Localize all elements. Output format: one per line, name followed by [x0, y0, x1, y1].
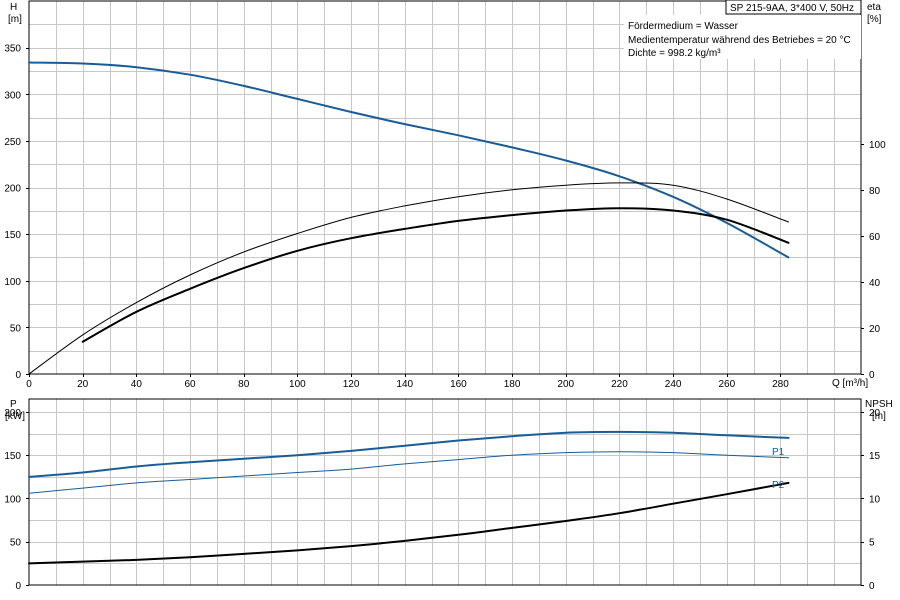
x-tick-label: 20: [77, 379, 89, 390]
top-left-tick-label: 250: [4, 137, 21, 148]
series-label-p2: P2: [772, 480, 785, 491]
bottom-left-tick-label: 0: [15, 581, 21, 592]
x-tick-label: 160: [450, 379, 467, 390]
top-right-axis-label: eta: [867, 2, 881, 13]
top-curve-eta_thin: [28, 182, 789, 375]
top-right-tick-label: 100: [869, 140, 886, 151]
bottom-curve-npsh: [28, 481, 790, 565]
x-tick-label: 80: [238, 379, 250, 390]
x-tick-label: 280: [772, 379, 789, 390]
x-tick-label: 140: [396, 379, 413, 390]
top-left-tick-label: 300: [4, 90, 21, 101]
bottom-left-tick-label: 50: [10, 538, 22, 549]
bottom-right-tick-label: 0: [869, 581, 875, 592]
bottom-right-axis-unit: [m]: [872, 411, 886, 422]
tick-labels: 0501001502002503003500204060801000501001…: [4, 44, 886, 592]
x-tick-label: 40: [131, 379, 143, 390]
chart-title: SP 215-9AA, 3*400 V, 50Hz: [730, 3, 854, 14]
top-right-tick-label: 20: [869, 324, 881, 335]
x-tick-label: 0: [26, 379, 32, 390]
top-right-axis-unit: [%]: [867, 14, 882, 25]
top-right-tick-label: 60: [869, 232, 881, 243]
top-left-tick-label: 100: [4, 277, 21, 288]
top-right-tick-label: 40: [869, 278, 881, 289]
x-tick-label: 200: [557, 379, 574, 390]
top-chart-frame: [28, 0, 862, 375]
bottom-left-axis-label: P: [10, 399, 17, 410]
bottom-left-tick-label: 200: [4, 408, 21, 419]
note-medium: Fördermedium = Wasser: [628, 21, 739, 32]
title-box: [725, 0, 862, 15]
top-curve-h: [28, 61, 790, 259]
bottom-right-tick-label: 5: [869, 538, 875, 549]
top-left-tick-label: 350: [4, 44, 21, 55]
top-left-tick-label: 0: [15, 370, 21, 381]
bottom-right-tick-label: 20: [869, 408, 881, 419]
bottom-curve-p2: [28, 451, 789, 494]
series-label-p1: P1: [772, 447, 785, 458]
x-tick-label: 240: [665, 379, 682, 390]
x-axis-label: Q [m³/h]: [832, 378, 868, 389]
top-left-tick-label: 200: [4, 184, 21, 195]
bottom-chart-frame: [28, 398, 862, 586]
x-tick-label: 100: [289, 379, 306, 390]
x-tick-label: 60: [184, 379, 196, 390]
top-left-axis-label: H: [10, 2, 17, 13]
x-tick-label: 260: [718, 379, 735, 390]
top-curve-eta_thick: [81, 207, 790, 343]
x-tick-label: 120: [343, 379, 360, 390]
x-tick-label: 180: [504, 379, 521, 390]
x-tick-label: 220: [611, 379, 628, 390]
bottom-right-tick-label: 10: [869, 494, 881, 505]
top-left-tick-label: 50: [10, 323, 22, 334]
bottom-right-tick-label: 15: [869, 451, 881, 462]
notes-box: [624, 15, 861, 59]
top-right-tick-label: 80: [869, 186, 881, 197]
note-temperature: Medientemperatur während des Betriebes =…: [628, 35, 851, 46]
bottom-right-axis-label: NPSH: [865, 399, 893, 410]
top-right-tick-label: 0: [869, 370, 875, 381]
bottom-chart-grid: [29, 399, 861, 585]
bottom-left-axis-unit: [kW]: [5, 411, 25, 422]
bottom-curve-p1: [28, 430, 790, 478]
curves: [28, 61, 790, 565]
bottom-left-tick-label: 150: [4, 451, 21, 462]
top-left-axis-unit: [m]: [8, 14, 22, 25]
top-left-tick-label: 150: [4, 230, 21, 241]
note-density: Dichte = 998.2 kg/m³: [628, 48, 721, 59]
bottom-left-tick-label: 100: [4, 494, 21, 505]
